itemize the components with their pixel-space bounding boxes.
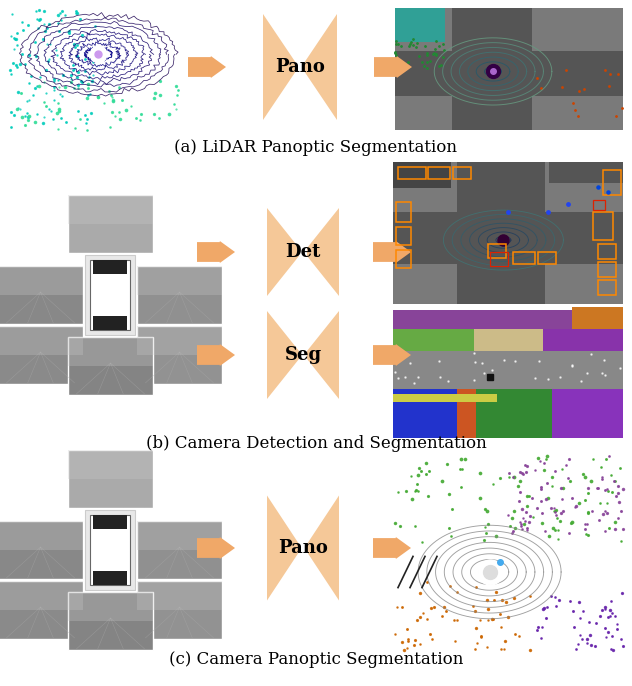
FancyBboxPatch shape	[552, 390, 623, 438]
FancyBboxPatch shape	[473, 329, 542, 351]
FancyBboxPatch shape	[395, 8, 623, 130]
FancyBboxPatch shape	[0, 581, 83, 610]
Polygon shape	[197, 537, 235, 559]
FancyBboxPatch shape	[393, 390, 458, 438]
FancyBboxPatch shape	[137, 521, 222, 579]
FancyBboxPatch shape	[93, 260, 127, 274]
FancyBboxPatch shape	[68, 337, 153, 366]
Text: Pano: Pano	[275, 58, 325, 76]
Point	[563, 198, 573, 209]
FancyBboxPatch shape	[393, 162, 451, 187]
Polygon shape	[373, 344, 411, 366]
Polygon shape	[267, 208, 299, 296]
FancyBboxPatch shape	[93, 515, 127, 529]
Text: (a) LiDAR Panoptic Segmentation: (a) LiDAR Panoptic Segmentation	[174, 139, 458, 156]
FancyBboxPatch shape	[93, 316, 127, 330]
FancyBboxPatch shape	[393, 212, 623, 264]
FancyBboxPatch shape	[68, 337, 153, 395]
FancyBboxPatch shape	[542, 329, 623, 351]
Polygon shape	[263, 14, 296, 120]
FancyBboxPatch shape	[393, 394, 497, 402]
FancyBboxPatch shape	[0, 326, 83, 384]
FancyBboxPatch shape	[68, 592, 153, 650]
FancyBboxPatch shape	[68, 592, 153, 621]
Polygon shape	[307, 495, 339, 600]
FancyBboxPatch shape	[393, 351, 623, 390]
FancyBboxPatch shape	[85, 255, 135, 335]
FancyBboxPatch shape	[393, 310, 623, 438]
Polygon shape	[267, 311, 299, 399]
Polygon shape	[188, 56, 226, 78]
Text: (b) Camera Detection and Segmentation: (b) Camera Detection and Segmentation	[145, 436, 487, 453]
FancyBboxPatch shape	[0, 521, 83, 550]
FancyBboxPatch shape	[458, 162, 545, 304]
Polygon shape	[373, 241, 411, 263]
FancyBboxPatch shape	[93, 571, 127, 585]
FancyBboxPatch shape	[0, 266, 83, 295]
Point	[603, 187, 613, 198]
FancyBboxPatch shape	[90, 515, 130, 585]
FancyBboxPatch shape	[68, 195, 153, 224]
FancyBboxPatch shape	[90, 260, 130, 330]
Polygon shape	[197, 241, 235, 263]
FancyBboxPatch shape	[68, 195, 153, 253]
FancyBboxPatch shape	[137, 581, 222, 610]
Polygon shape	[307, 311, 339, 399]
Point	[543, 206, 553, 217]
FancyBboxPatch shape	[395, 51, 623, 96]
FancyBboxPatch shape	[573, 307, 623, 329]
FancyBboxPatch shape	[0, 521, 83, 579]
FancyBboxPatch shape	[393, 329, 473, 351]
Text: Seg: Seg	[284, 346, 322, 364]
Polygon shape	[267, 495, 299, 600]
Polygon shape	[373, 537, 411, 559]
FancyBboxPatch shape	[137, 326, 222, 355]
Point	[503, 206, 513, 217]
Polygon shape	[304, 14, 337, 120]
Point	[593, 182, 603, 193]
FancyBboxPatch shape	[85, 510, 135, 590]
FancyBboxPatch shape	[0, 266, 83, 324]
FancyBboxPatch shape	[458, 390, 476, 438]
FancyBboxPatch shape	[10, 8, 180, 130]
Text: Pano: Pano	[278, 539, 328, 557]
FancyBboxPatch shape	[137, 581, 222, 639]
FancyBboxPatch shape	[68, 450, 153, 508]
FancyBboxPatch shape	[68, 450, 153, 479]
FancyBboxPatch shape	[393, 162, 623, 304]
FancyBboxPatch shape	[137, 266, 222, 324]
Polygon shape	[197, 344, 235, 366]
FancyBboxPatch shape	[476, 390, 552, 438]
FancyBboxPatch shape	[137, 521, 222, 550]
FancyBboxPatch shape	[393, 455, 623, 650]
FancyBboxPatch shape	[549, 162, 623, 183]
FancyBboxPatch shape	[395, 8, 445, 42]
FancyBboxPatch shape	[137, 266, 222, 295]
FancyBboxPatch shape	[137, 326, 222, 384]
FancyBboxPatch shape	[0, 326, 83, 355]
FancyBboxPatch shape	[393, 310, 623, 329]
Text: (c) Camera Panoptic Segmentation: (c) Camera Panoptic Segmentation	[169, 652, 463, 668]
Polygon shape	[374, 56, 412, 78]
Polygon shape	[307, 208, 339, 296]
Text: Det: Det	[285, 243, 320, 261]
FancyBboxPatch shape	[452, 8, 532, 130]
FancyBboxPatch shape	[0, 581, 83, 639]
